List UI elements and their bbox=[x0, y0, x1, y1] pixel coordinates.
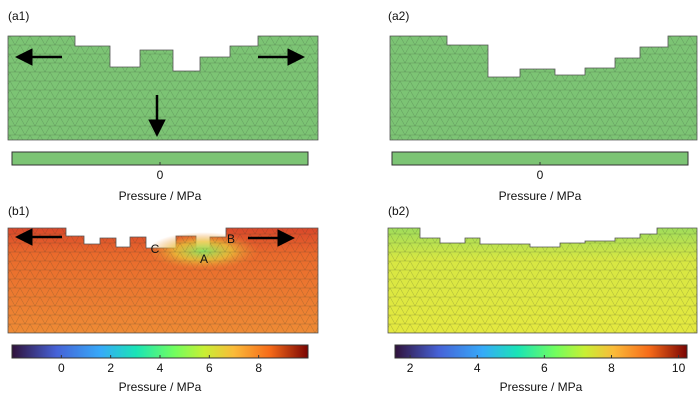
tick-label: 0 bbox=[537, 168, 544, 182]
tick-label: 6 bbox=[206, 361, 213, 375]
tick-label: 4 bbox=[157, 361, 164, 375]
mesh-b1 bbox=[7, 227, 319, 334]
panel-label: (a1) bbox=[8, 9, 29, 23]
colorbar-label: Pressure / MPa bbox=[499, 189, 582, 203]
panel-label: (b1) bbox=[8, 204, 29, 218]
annotation: B bbox=[227, 232, 235, 246]
tick-label: 10 bbox=[672, 361, 686, 375]
tick-label: 2 bbox=[107, 361, 114, 375]
tick-label: 2 bbox=[407, 361, 414, 375]
colorbar-label: Pressure / MPa bbox=[119, 189, 202, 203]
mesh-a1 bbox=[7, 35, 319, 141]
annotation: C bbox=[151, 242, 160, 256]
annotation: A bbox=[200, 252, 208, 266]
tick-label: 8 bbox=[255, 361, 262, 375]
mesh-a2 bbox=[389, 35, 698, 141]
colorbar-label: Pressure / MPa bbox=[500, 380, 583, 394]
panel-label: (a2) bbox=[388, 9, 409, 23]
tick-label: 8 bbox=[608, 361, 615, 375]
tick-label: 6 bbox=[541, 361, 548, 375]
tick-label: 0 bbox=[157, 168, 164, 182]
mesh-b2 bbox=[387, 227, 698, 334]
colorbar bbox=[394, 344, 688, 359]
tick-label: 4 bbox=[474, 361, 481, 375]
panel-label: (b2) bbox=[388, 204, 409, 218]
tick-label: 0 bbox=[58, 361, 65, 375]
colorbar-label: Pressure / MPa bbox=[119, 380, 202, 394]
